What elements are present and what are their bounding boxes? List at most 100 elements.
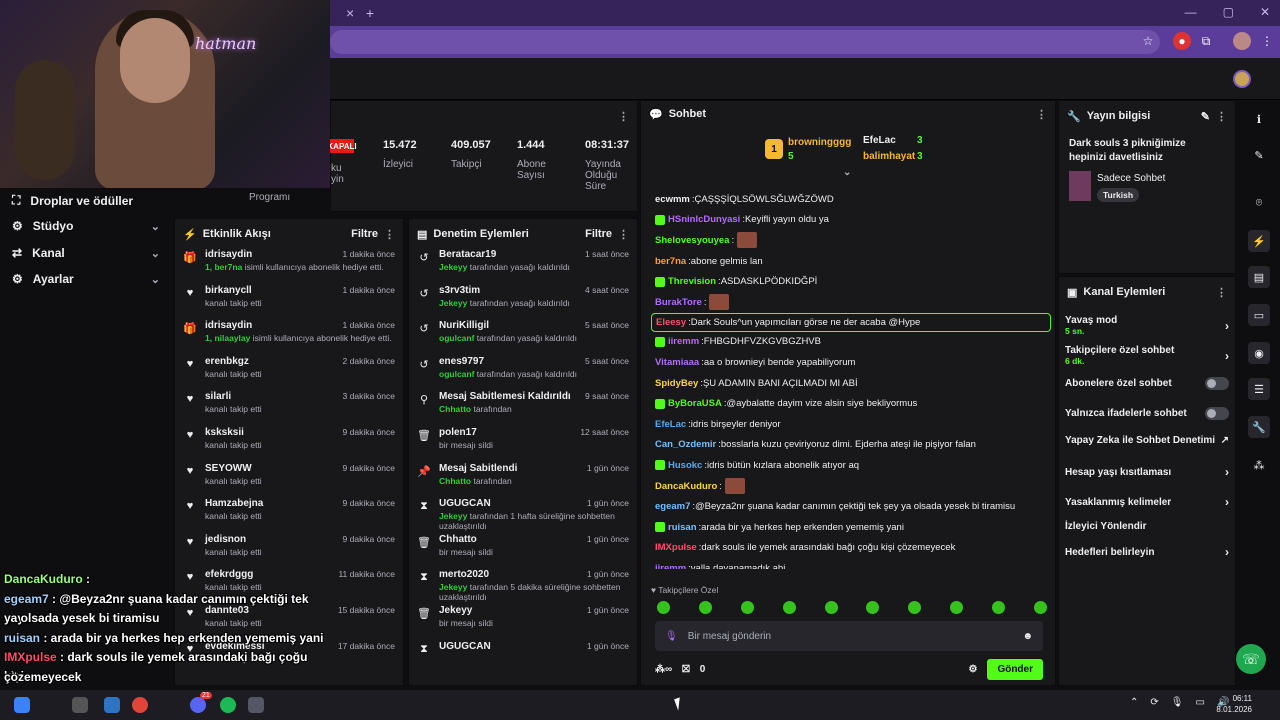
list-item[interactable]: ♥ silarli 3 dakika önce kanalı takip etti bbox=[175, 391, 403, 427]
more-tools-icon[interactable]: ⁂ bbox=[1253, 459, 1265, 472]
gift-icon[interactable]: ⛝ bbox=[682, 663, 690, 675]
chat-message[interactable]: SpidyBey: ŞU ADAMIN BANI AÇILMADI MI ABİ bbox=[651, 373, 1051, 394]
list-item[interactable]: ⧗ UGUGCAN 1 gün önce Jekeyy tarafından 1 ha… bbox=[409, 498, 637, 534]
chat-message[interactable]: Husokc: idris bütün kızlara abonelik atı… bbox=[651, 455, 1051, 476]
chat-username[interactable]: ruisan bbox=[668, 521, 697, 533]
chat-input[interactable]: 🎙 Bir mesaj gönderin ☻ bbox=[655, 621, 1043, 651]
mic-icon[interactable]: 🎙 bbox=[1170, 697, 1184, 708]
chat-message[interactable]: iiremm: FHBGDHFVZKGVBGZHVB bbox=[651, 332, 1051, 353]
list-item[interactable]: ♥ Hamzabejna 9 dakika önce kanalı takip ett… bbox=[175, 498, 403, 534]
send-button[interactable]: Gönder bbox=[987, 658, 1043, 680]
edit-icon[interactable]: ✎ bbox=[1254, 149, 1264, 162]
leader-name[interactable]: EfeLac bbox=[863, 135, 896, 146]
channel-action-row[interactable]: Hedefleri belirleyin › bbox=[1065, 545, 1229, 559]
wrench-icon[interactable]: 🔧 bbox=[1248, 416, 1270, 438]
chat-message[interactable]: Can_Ozdemir: bosslarla kuzu çeviriyoruz … bbox=[651, 435, 1051, 456]
sidebar-item-drops[interactable]: ⛶ Droplar ve ödüller bbox=[12, 193, 134, 208]
monitor-icon[interactable]: ▭ bbox=[1195, 697, 1205, 708]
chat-message[interactable]: iiremm: valla dayanamadık abi bbox=[651, 558, 1051, 569]
list-item[interactable]: ♥ SEYOWW 9 dakika önce kanalı takip etti bbox=[175, 463, 403, 499]
sync-icon[interactable]: ⟳ bbox=[1150, 697, 1159, 708]
taskbar-app-icon[interactable] bbox=[72, 697, 88, 713]
chat-username[interactable]: SpidyBey bbox=[655, 377, 699, 389]
more-options-icon[interactable]: ⋮ bbox=[1216, 110, 1227, 123]
emote-icon[interactable] bbox=[992, 601, 1005, 614]
list-item[interactable]: ♥ ksksksii 9 dakika önce kanalı takip etti bbox=[175, 427, 403, 463]
list-item[interactable]: ⚲ Mesaj Sabitlemesi Kaldırıldı 9 saat önce… bbox=[409, 391, 637, 427]
more-options-icon[interactable]: ⋮ bbox=[384, 228, 395, 241]
start-icon[interactable] bbox=[14, 697, 30, 713]
channel-action-row[interactable]: Yalnızca ifadelerle sohbet bbox=[1065, 407, 1229, 420]
chat-message[interactable]: ByBoraUSA: @aybalatte dayim vize alsin s… bbox=[651, 393, 1051, 414]
system-clock[interactable]: 06:11 8.01.2026 bbox=[1216, 694, 1252, 714]
spotify-icon[interactable] bbox=[220, 697, 236, 713]
list-item[interactable]: 📌 Mesaj Sabitlendi 1 gün önce Chhatto taraf… bbox=[409, 463, 637, 499]
toggle-switch[interactable] bbox=[1205, 407, 1229, 420]
url-bar[interactable] bbox=[330, 30, 1160, 54]
chat-username[interactable]: Vitamiaaa bbox=[655, 356, 700, 368]
emote-icon[interactable] bbox=[657, 601, 670, 614]
layout-icon[interactable]: ☰ bbox=[1248, 378, 1270, 400]
minimize-icon[interactable]: — bbox=[1184, 5, 1197, 19]
settings-icon[interactable]: ⚙ bbox=[968, 663, 978, 675]
emote-icon[interactable] bbox=[908, 601, 922, 614]
emote-icon[interactable] bbox=[866, 601, 880, 614]
bolt-icon[interactable]: ⚡ bbox=[1248, 230, 1270, 252]
list-item[interactable]: ♥ efekrdggg 11 dakika önce kanalı takip ett… bbox=[175, 569, 403, 605]
list-item[interactable]: 🗑 polen17 12 saat önce bir mesajı sildi bbox=[409, 427, 637, 463]
channel-action-row[interactable]: Yavaş mod 5 sn. › bbox=[1065, 315, 1229, 336]
emoji-icon[interactable]: ☻ bbox=[1022, 630, 1033, 642]
filter-button[interactable]: Filtre bbox=[351, 228, 378, 240]
chat-message[interactable]: HSninlcDunyasi: Keyifli yayın oldu ya bbox=[651, 210, 1051, 231]
channel-action-row[interactable]: İzleyici Yönlendir bbox=[1065, 521, 1147, 532]
list-item[interactable]: ♥ birkanycll 1 dakika önce kanalı takip ett… bbox=[175, 285, 403, 321]
filter-button[interactable]: Filtre bbox=[585, 228, 612, 240]
emote-icon[interactable] bbox=[1033, 601, 1047, 614]
chat-username[interactable]: Shelovesyouyea bbox=[655, 234, 730, 246]
chat-username[interactable]: ecwmm bbox=[655, 193, 690, 205]
close-icon[interactable]: ✕ bbox=[1259, 5, 1270, 19]
chat-username[interactable]: EfeLac bbox=[655, 418, 687, 430]
chat-message[interactable]: IMXpulse: dark souls ile yemek arasındak… bbox=[651, 538, 1051, 559]
leader-name[interactable]: browningggg bbox=[788, 137, 852, 148]
browser-menu-icon[interactable]: ⋮ bbox=[1261, 34, 1273, 48]
edit-icon[interactable]: ✎ bbox=[1200, 110, 1210, 123]
info-icon[interactable]: ℹ bbox=[1256, 113, 1262, 126]
extension-icon[interactable]: ● bbox=[1173, 32, 1191, 50]
mic-icon[interactable]: 🎙 bbox=[665, 630, 678, 642]
emote-icon[interactable] bbox=[698, 601, 712, 614]
tag-chip[interactable]: Turkish bbox=[1097, 188, 1140, 202]
list-item[interactable]: 🗑 Chhatto 1 gün önce bir mesajı sildi bbox=[409, 534, 637, 570]
more-options-icon[interactable]: ⋮ bbox=[1036, 108, 1047, 121]
chat-username[interactable]: Can_Ozdemir bbox=[655, 439, 717, 451]
chat-username[interactable]: Eleesy bbox=[656, 316, 687, 328]
help-button[interactable]: ☏ bbox=[1236, 644, 1266, 674]
pin-icon[interactable]: ⌄ bbox=[843, 167, 852, 178]
list-item[interactable]: 🎁 idrisaydin 1 dakika önce 1, ber7na isimli… bbox=[175, 249, 403, 285]
chat-message[interactable]: BurakTore: bbox=[651, 292, 1051, 313]
list-item[interactable]: ↺ NuriKilligil 5 saat önce ogulcanf tarafın… bbox=[409, 320, 637, 356]
settings-icon[interactable] bbox=[248, 697, 264, 713]
discord-icon[interactable] bbox=[190, 697, 206, 713]
chat-username[interactable]: DancaKuduro bbox=[655, 480, 718, 492]
chevron-up-icon[interactable]: ⌃ bbox=[1130, 697, 1139, 708]
chat-username[interactable]: Husokc bbox=[668, 459, 703, 471]
emote-icon[interactable] bbox=[950, 601, 964, 614]
emote-icon[interactable] bbox=[740, 601, 754, 614]
channel-action-row[interactable]: Abonelere özel sohbet bbox=[1065, 377, 1229, 390]
list-item[interactable]: ⧗ UGUGCAN 1 gün önce bbox=[409, 641, 637, 677]
sidebar-item-settings[interactable]: ⚙ Ayarlar ⌄ bbox=[12, 272, 160, 286]
chat-icon[interactable]: ▭ bbox=[1248, 304, 1270, 326]
extensions-puzzle-icon[interactable]: ⧉ bbox=[1201, 33, 1211, 48]
chat-username[interactable]: iiremm bbox=[668, 336, 700, 348]
toggle-switch[interactable] bbox=[1205, 377, 1229, 390]
emote-icon[interactable] bbox=[824, 601, 838, 614]
list-item[interactable]: ♥ erenbkgz 2 dakika önce kanalı takip etti bbox=[175, 356, 403, 392]
list-item[interactable]: ↺ s3rv3tim 4 saat önce Jekeyy tarafından ya… bbox=[409, 285, 637, 321]
chat-username[interactable]: ber7na bbox=[655, 255, 687, 267]
sidebar-item-studio[interactable]: ⚙ Stüdyo ⌄ bbox=[12, 219, 160, 233]
channel-action-row[interactable]: Yasaklanmış kelimeler › bbox=[1065, 495, 1229, 509]
chat-message[interactable]: Eleesy: Dark Souls^un yapımcıları görse … bbox=[651, 312, 1051, 332]
chrome-icon[interactable] bbox=[132, 697, 148, 713]
chat-message[interactable]: Vitamiaaa: aa o brownieyi bende yapabili… bbox=[651, 352, 1051, 373]
